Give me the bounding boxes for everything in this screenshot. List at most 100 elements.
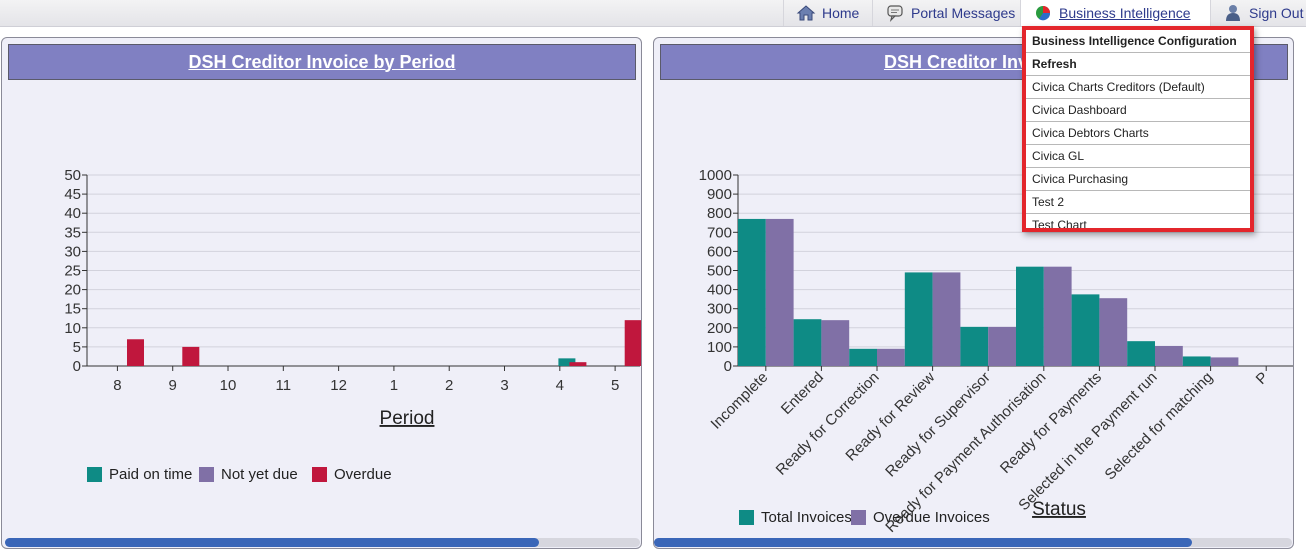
left-panel-scrollbar[interactable] (5, 538, 640, 547)
bar (1127, 341, 1155, 366)
bar (932, 272, 961, 366)
y-tick-label: 900 (707, 186, 732, 203)
x-tick-label: 8 (113, 377, 121, 394)
y-tick-label: 400 (707, 282, 732, 299)
bar (558, 358, 576, 366)
x-tick-label: 4 (556, 377, 564, 394)
y-tick-label: 1000 (699, 167, 732, 184)
bar (1043, 266, 1072, 366)
bar (1071, 294, 1100, 366)
bar (1182, 356, 1211, 366)
dropdown-item[interactable]: Business Intelligence Configuration (1026, 30, 1250, 53)
legend-label: Not yet due (221, 466, 298, 483)
y-tick-label: 700 (707, 224, 732, 241)
nav-home[interactable]: Home (783, 0, 872, 26)
x-tick-label: 10 (220, 377, 237, 394)
legend-label: Total Invoices (761, 509, 852, 526)
x-tick-label: Ready for Payments (997, 369, 1105, 477)
dropdown-item[interactable]: Test 2 (1026, 191, 1250, 214)
top-nav-bar: Home Portal Messages Business Intelligen… (0, 0, 1306, 27)
x-tick-label: Selected for matching (1102, 369, 1217, 484)
y-tick-label: 100 (707, 339, 732, 356)
user-icon (1223, 4, 1243, 22)
x-axis-title: Status (1032, 499, 1086, 520)
y-tick-label: 800 (707, 205, 732, 222)
bar (182, 346, 200, 366)
bar (793, 319, 822, 366)
y-tick-label: 15 (64, 301, 81, 318)
y-tick-label: 40 (64, 205, 81, 222)
y-tick-label: 5 (73, 339, 81, 356)
bar (877, 348, 905, 366)
x-tick-label: 12 (330, 377, 347, 394)
y-tick-label: 200 (707, 320, 732, 337)
x-axis-title: Period (380, 408, 435, 429)
dropdown-item[interactable]: Civica Charts Creditors (Default) (1026, 76, 1250, 99)
right-panel-scrollbar[interactable] (654, 538, 1292, 547)
dropdown-item[interactable]: Civica Dashboard (1026, 99, 1250, 122)
nav-business-intelligence[interactable]: Business Intelligence (1020, 0, 1210, 26)
y-tick-label: 30 (64, 243, 81, 260)
y-tick-label: 500 (707, 263, 732, 280)
home-icon (796, 4, 816, 22)
x-tick-label: Incomplete (708, 369, 772, 433)
x-tick-label: Entered (778, 369, 827, 418)
y-tick-label: 50 (64, 167, 81, 184)
x-tick-label: 9 (169, 377, 177, 394)
y-tick-label: 25 (64, 263, 81, 280)
x-tick-label: 5 (611, 377, 619, 394)
x-tick-label: Ready for Correction (773, 369, 883, 479)
bar (849, 348, 877, 366)
bar (765, 218, 794, 366)
y-tick-label: 35 (64, 224, 81, 241)
x-tick-label: P (1253, 369, 1272, 388)
bar (738, 218, 766, 366)
nav-portal-messages[interactable]: Portal Messages (872, 0, 1020, 26)
bar (1016, 266, 1044, 366)
bar (624, 320, 641, 366)
legend-swatch (87, 467, 102, 482)
left-panel-title[interactable]: DSH Creditor Invoice by Period (8, 44, 636, 80)
y-tick-label: 600 (707, 243, 732, 260)
y-tick-label: 0 (73, 358, 81, 375)
y-tick-label: 0 (724, 358, 732, 375)
legend-label: Paid on time (109, 466, 192, 483)
x-tick-label: 2 (445, 377, 453, 394)
pie-chart-icon (1033, 4, 1053, 22)
dropdown-item[interactable]: Test Chart (1026, 214, 1250, 228)
x-tick-label: 11 (276, 377, 292, 394)
bar (1099, 298, 1128, 366)
bar (988, 326, 1016, 366)
legend-label: Overdue (334, 466, 392, 483)
y-tick-label: 300 (707, 301, 732, 318)
legend-swatch (312, 467, 327, 482)
dropdown-item[interactable]: Civica GL (1026, 145, 1250, 168)
left-chart-panel: DSH Creditor Invoice by Period 0 5 10 15 20 2… (1, 37, 642, 549)
x-tick-label: 3 (500, 377, 508, 394)
x-tick-label: Ready for Supervisor (882, 369, 994, 481)
bar (960, 326, 989, 366)
left-panel-scroll-thumb[interactable] (5, 538, 539, 547)
legend-swatch (739, 510, 754, 525)
nav-sign-out[interactable]: Sign Out (1210, 0, 1306, 26)
dropdown-item[interactable]: Civica Debtors Charts (1026, 122, 1250, 145)
bar (904, 272, 933, 366)
y-tick-label: 10 (64, 320, 81, 337)
y-tick-label: 45 (64, 186, 81, 203)
message-icon (885, 4, 905, 22)
bar (569, 362, 587, 366)
nav-business-intelligence-label: Business Intelligence (1059, 5, 1191, 21)
dropdown-item[interactable]: Civica Purchasing (1026, 168, 1250, 191)
bar (821, 320, 850, 366)
bar (127, 339, 144, 366)
nav-home-label: Home (822, 5, 860, 21)
dropdown-item[interactable]: Refresh (1026, 53, 1250, 76)
business-intelligence-dropdown: Business Intelligence Configuration Refre… (1022, 26, 1254, 232)
status-bar-chart: 0 100 200 300 400 500 600 700 800 900 1000 Incomple… (699, 167, 1293, 536)
legend-swatch (199, 467, 214, 482)
legend-swatch (851, 510, 866, 525)
bar (1210, 357, 1239, 366)
x-tick-label: 1 (390, 377, 398, 394)
right-panel-scroll-thumb[interactable] (654, 538, 1192, 547)
